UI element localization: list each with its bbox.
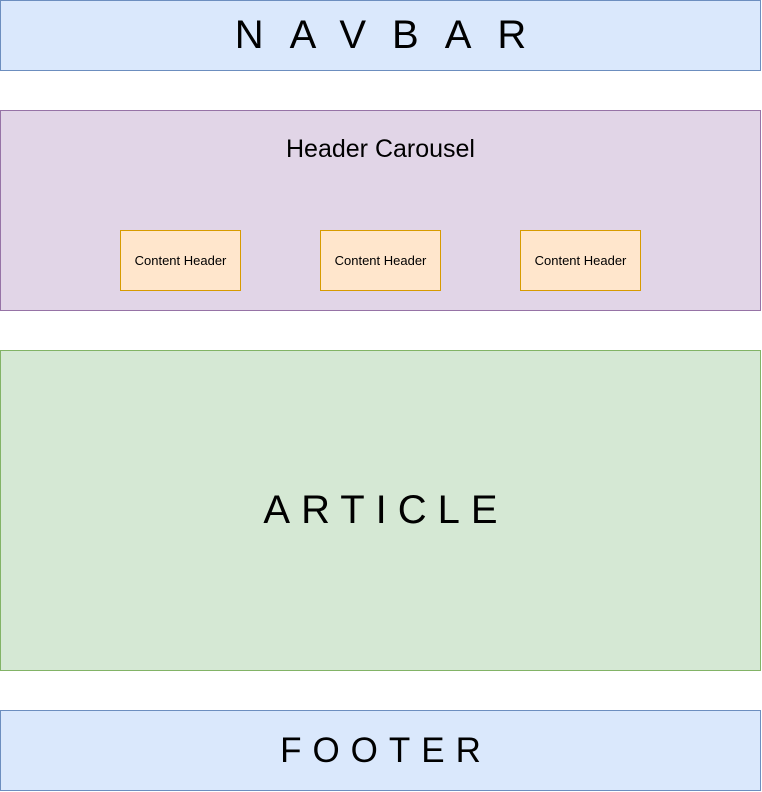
footer-block: FOOTER <box>0 710 761 791</box>
navbar-block: NAVBAR <box>0 0 761 71</box>
content-header-box: Content Header <box>120 230 241 291</box>
header-carousel-title: Header Carousel <box>286 135 475 163</box>
article-label: ARTICLE <box>263 488 509 532</box>
navbar-label: NAVBAR <box>234 13 553 57</box>
footer-label: FOOTER <box>280 730 492 770</box>
content-header-box: Content Header <box>320 230 441 291</box>
header-carousel-block: Header Carousel Content Header Content H… <box>0 110 761 311</box>
article-block: ARTICLE <box>0 350 761 671</box>
content-header-box: Content Header <box>520 230 641 291</box>
